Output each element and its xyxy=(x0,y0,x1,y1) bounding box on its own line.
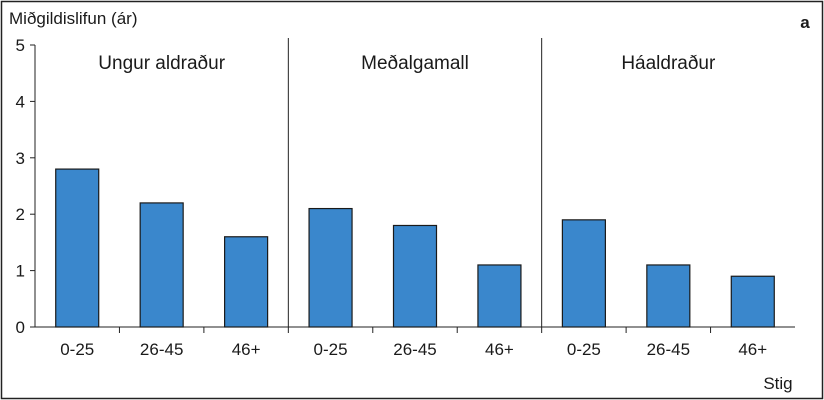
bar xyxy=(730,275,775,328)
x-tick-label: 26-45 xyxy=(647,340,690,359)
labels-layer: 0 1 2 3 4 5 Ungur aldraður 0-25 26-45 46+ Meðalgam… xyxy=(16,36,768,359)
group-label: Ungur aldraður xyxy=(98,53,225,74)
bars-layer xyxy=(55,168,775,328)
bar xyxy=(224,236,269,328)
bar xyxy=(646,264,691,328)
group-label: Meðalgamall xyxy=(361,53,469,74)
x-tick-label: 26-45 xyxy=(393,340,436,359)
x-tick-label: 0-25 xyxy=(60,340,94,359)
x-tick-label: 0-25 xyxy=(314,340,348,359)
bar xyxy=(308,207,353,328)
bar xyxy=(139,202,184,328)
y-axis-title: Miðgildislifun (ár) xyxy=(9,9,137,28)
group-label: Háaldraður xyxy=(621,53,716,74)
y-tick-label: 4 xyxy=(16,92,25,111)
y-tick-label: 0 xyxy=(16,318,25,337)
x-tick-label: 46+ xyxy=(738,340,767,359)
y-tick-label: 3 xyxy=(16,149,25,168)
bar xyxy=(561,219,606,328)
x-tick-label: 26-45 xyxy=(140,340,183,359)
bar xyxy=(392,224,438,328)
x-axis-title: Stig xyxy=(763,374,792,393)
y-tick-label: 5 xyxy=(16,36,25,55)
bar xyxy=(477,264,522,328)
bar xyxy=(55,168,100,328)
y-tick-label: 2 xyxy=(16,205,25,224)
y-tick-label: 1 xyxy=(16,262,25,281)
x-tick-label: 46+ xyxy=(232,340,261,359)
x-tick-label: 0-25 xyxy=(567,340,601,359)
panel-letter: a xyxy=(800,13,810,32)
x-tick-label: 46+ xyxy=(485,340,514,359)
